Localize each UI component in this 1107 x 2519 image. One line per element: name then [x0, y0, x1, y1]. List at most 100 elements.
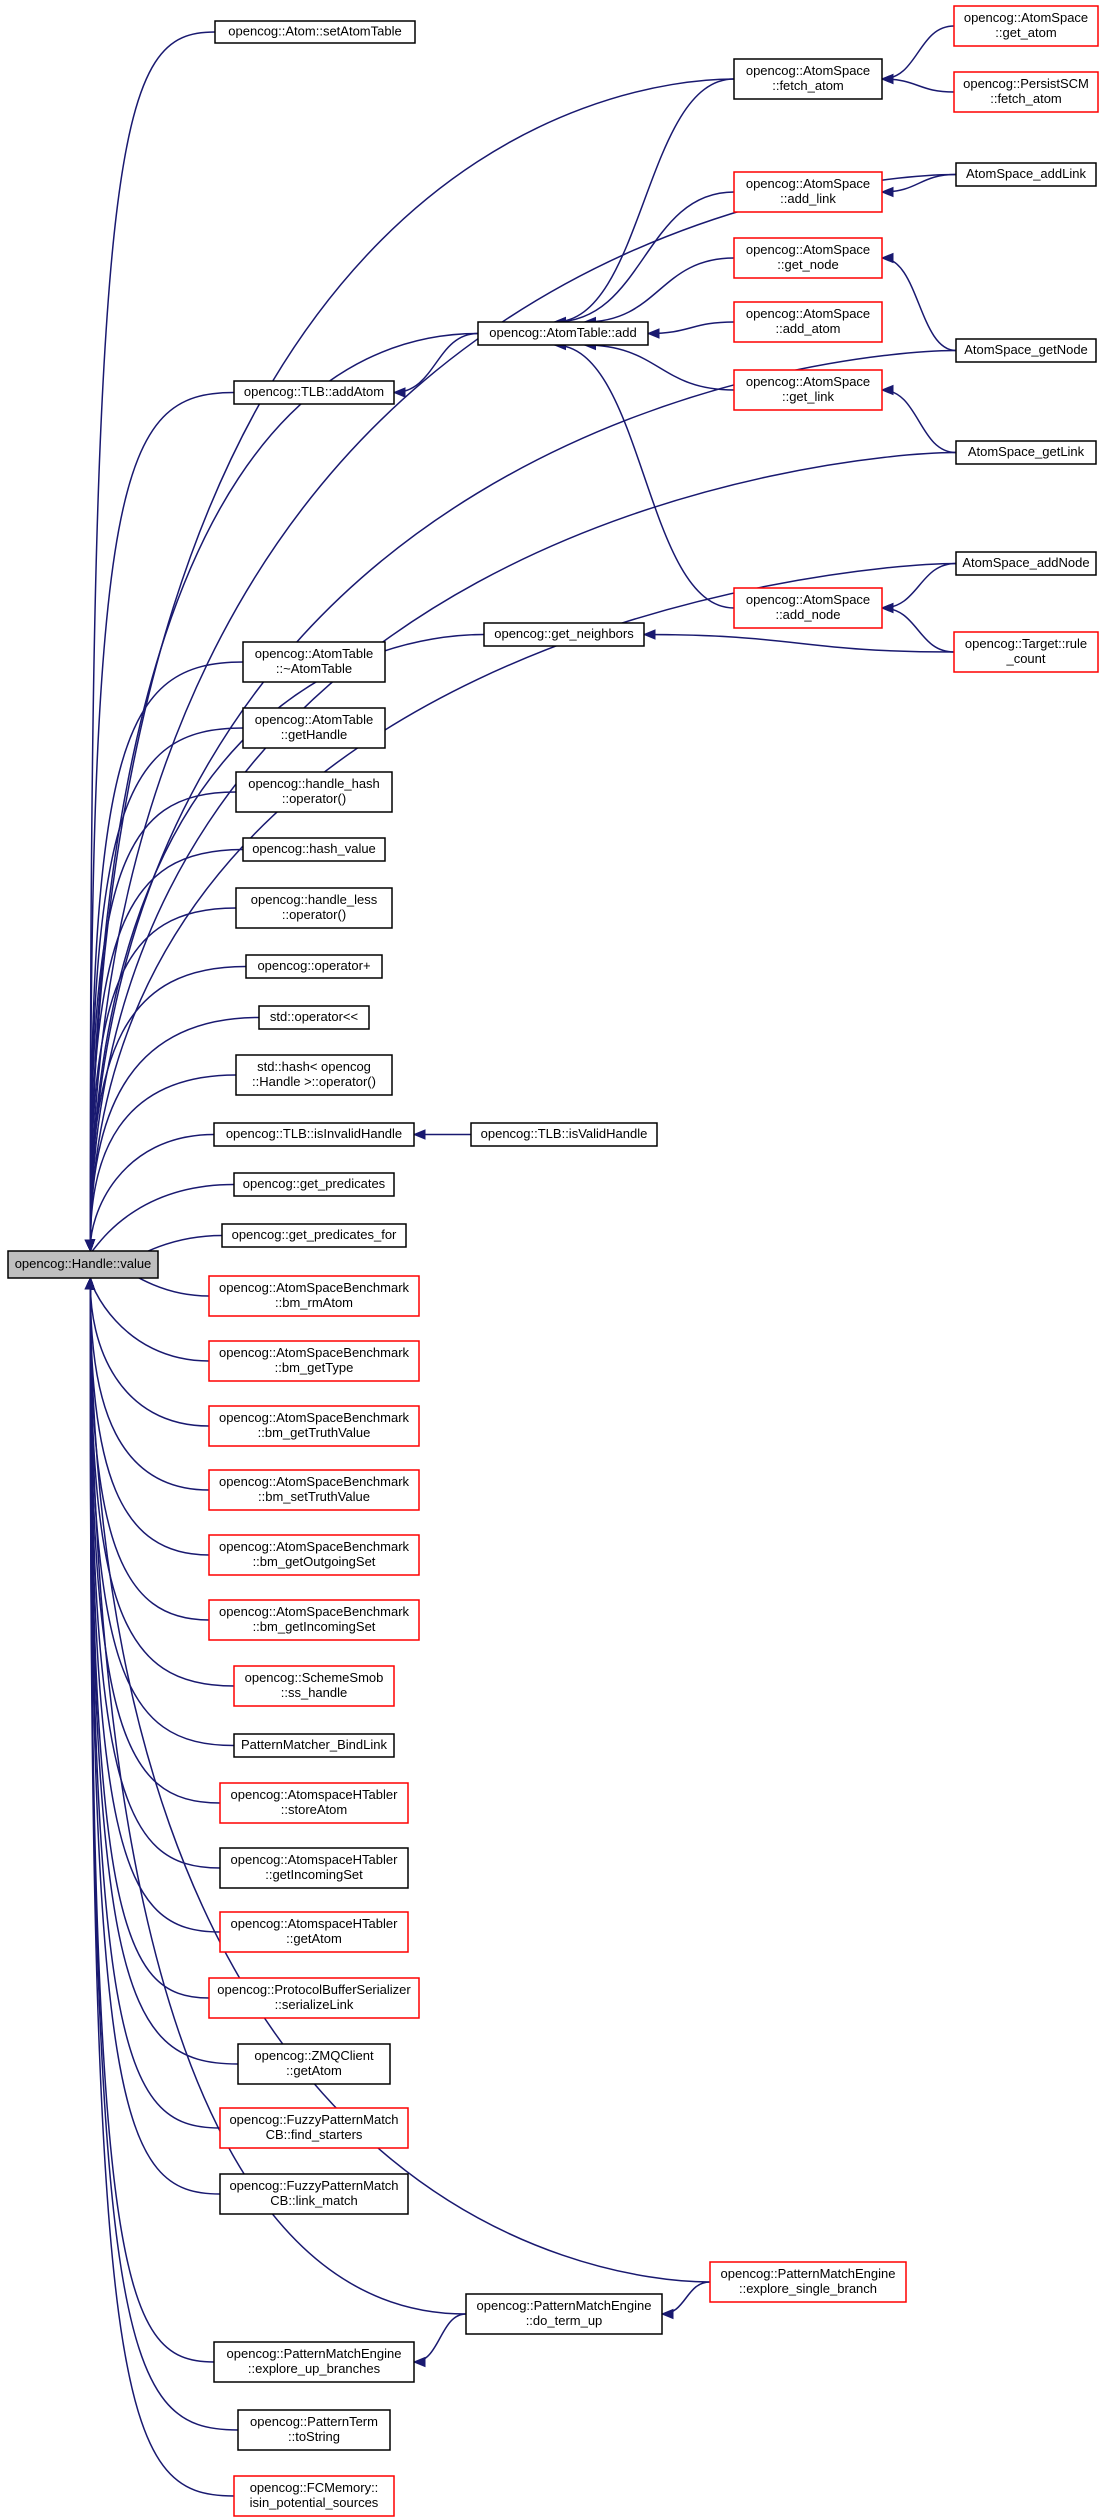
graph-node-ht_store[interactable]: opencog::AtomspaceHTabler::storeAtom [219, 1782, 409, 1824]
call-edge-explore_single-to-do_term_up [660, 2281, 711, 2320]
call-edge-get_node-to-at_add [583, 257, 735, 328]
node-label: ::getIncomingSet [265, 1867, 363, 1882]
graph-node-rule_count[interactable]: opencog::Target::rule_count [953, 631, 1099, 673]
node-label: PatternMatcher_BindLink [241, 1737, 387, 1752]
node-label: ::operator() [282, 791, 346, 806]
node-box [208, 1275, 420, 1317]
graph-node-ht_getIn[interactable]: opencog::AtomspaceHTabler::getIncomingSe… [219, 1847, 409, 1889]
graph-node-as_addNode[interactable]: AtomSpace_addNode [955, 551, 1097, 576]
graph-node-get_node[interactable]: opencog::AtomSpace::get_node [733, 237, 883, 279]
graph-node-explore_single[interactable]: opencog::PatternMatchEngine::explore_sin… [709, 2261, 907, 2303]
node-box [955, 338, 1097, 363]
graph-node-setAtomTable[interactable]: opencog::Atom::setAtomTable [214, 20, 416, 44]
node-label: opencog::PatternMatchEngine [721, 2266, 896, 2281]
graph-node-ht_getAtom[interactable]: opencog::AtomspaceHTabler::getAtom [219, 1911, 409, 1953]
node-box [208, 1405, 420, 1447]
graph-node-bm_rmAtom[interactable]: opencog::AtomSpaceBenchmark::bm_rmAtom [208, 1275, 420, 1317]
graph-node-persist_fetch[interactable]: opencog::PersistSCM::fetch_atom [953, 71, 1099, 113]
node-label: CB::link_match [270, 2193, 357, 2208]
graph-node-dtor[interactable]: opencog::AtomTable::~AtomTable [242, 641, 386, 683]
node-label: opencog::SchemeSmob [245, 1670, 384, 1685]
graph-node-add_node[interactable]: opencog::AtomSpace::add_node [733, 587, 883, 629]
graph-node-add_link[interactable]: opencog::AtomSpace::add_link [733, 171, 883, 213]
graph-node-hash_value[interactable]: opencog::hash_value [242, 837, 386, 862]
node-box [219, 2173, 409, 2215]
graph-node-as_getLink[interactable]: AtomSpace_getLink [955, 440, 1097, 465]
node-box [477, 321, 649, 346]
graph-node-value[interactable]: opencog::Handle::value [7, 1250, 159, 1279]
call-edge-tlb_addAtom-to-value [84, 391, 235, 1253]
node-label: ::getHandle [281, 727, 348, 742]
graph-node-pb_serialize[interactable]: opencog::ProtocolBufferSerializer::seria… [208, 1977, 420, 2019]
node-box [242, 707, 386, 749]
node-box [733, 171, 883, 213]
call-edge-isValid-to-isInvalid [412, 1129, 471, 1140]
node-label: ::bm_getIncomingSet [253, 1619, 376, 1634]
node-label: ::bm_rmAtom [275, 1295, 353, 1310]
call-edge-as_getNode-to-value [84, 349, 957, 1253]
graph-node-bm_getOut[interactable]: opencog::AtomSpaceBenchmark::bm_getOutgo… [208, 1534, 420, 1576]
graph-node-bm_setTV[interactable]: opencog::AtomSpaceBenchmark::bm_setTruth… [208, 1469, 420, 1511]
node-box [465, 2293, 663, 2335]
node-box [208, 1469, 420, 1511]
graph-node-bm_getTV[interactable]: opencog::AtomSpaceBenchmark::bm_getTruth… [208, 1405, 420, 1447]
call-edge-fuzzy_link-to-value [84, 1276, 221, 2195]
graph-node-bm_getIn[interactable]: opencog::AtomSpaceBenchmark::bm_getIncom… [208, 1599, 420, 1641]
graph-node-as_getNode[interactable]: AtomSpace_getNode [955, 338, 1097, 363]
node-label: opencog::Handle::value [15, 1256, 152, 1271]
graph-node-get_preds[interactable]: opencog::get_predicates [233, 1172, 395, 1197]
node-label: ::serializeLink [275, 1997, 354, 2012]
graph-node-bm_getType[interactable]: opencog::AtomSpaceBenchmark::bm_getType [208, 1340, 420, 1382]
node-label: _count [1005, 651, 1045, 666]
node-label: opencog::ZMQClient [254, 2048, 374, 2063]
node-label: ::fetch_atom [990, 91, 1062, 106]
call-edge-bm_getIn-to-value [84, 1276, 210, 1621]
graph-node-isValid[interactable]: opencog::TLB::isValidHandle [470, 1122, 658, 1147]
node-label: ::bm_getTruthValue [258, 1425, 371, 1440]
graph-node-handle_less[interactable]: opencog::handle_less::operator() [235, 887, 393, 929]
node-label: opencog::AtomspaceHTabler [231, 1916, 399, 1931]
graph-node-do_term_up[interactable]: opencog::PatternMatchEngine::do_term_up [465, 2293, 663, 2335]
node-label: ::getAtom [286, 1931, 342, 1946]
graph-node-add_atom[interactable]: opencog::AtomSpace::add_atom [733, 301, 883, 343]
node-box [237, 2043, 391, 2085]
call-edge-as_getLink-to-get_link [880, 384, 957, 454]
node-box [953, 71, 1099, 113]
graph-node-as_addLink[interactable]: AtomSpace_addLink [955, 162, 1097, 187]
graph-node-tlb_addAtom[interactable]: opencog::TLB::addAtom [233, 380, 395, 405]
node-label: ::explore_up_branches [248, 2361, 381, 2376]
node-label: opencog::AtomSpaceBenchmark [219, 1345, 410, 1360]
node-box [237, 2409, 391, 2451]
graph-node-pm_bindlink[interactable]: PatternMatcher_BindLink [233, 1733, 395, 1758]
node-label: opencog::hash_value [252, 841, 376, 856]
graph-node-pt_toString[interactable]: opencog::PatternTerm::toString [237, 2409, 391, 2451]
graph-node-fetch_atom[interactable]: opencog::AtomSpace::fetch_atom [733, 58, 883, 100]
graph-node-op_shl[interactable]: std::operator<< [258, 1005, 370, 1030]
node-label: opencog::handle_hash [248, 776, 380, 791]
node-label: opencog::AtomSpace [746, 176, 870, 191]
graph-node-get_neighbors[interactable]: opencog::get_neighbors [483, 622, 645, 647]
node-label: ::getAtom [286, 2063, 342, 2078]
node-label: opencog::handle_less [251, 892, 378, 907]
graph-node-ss_handle[interactable]: opencog::SchemeSmob::ss_handle [233, 1665, 395, 1707]
graph-node-get_link[interactable]: opencog::AtomSpace::get_link [733, 369, 883, 411]
graph-node-get_preds_for[interactable]: opencog::get_predicates_for [221, 1223, 407, 1248]
node-box [258, 1005, 370, 1030]
node-label: opencog::AtomSpace [746, 592, 870, 607]
graph-node-op_plus[interactable]: opencog::operator+ [245, 954, 383, 979]
graph-node-explore_up[interactable]: opencog::PatternMatchEngine::explore_up_… [213, 2341, 415, 2383]
graph-node-handle_hash[interactable]: opencog::handle_hash::operator() [235, 771, 393, 813]
graph-node-fuzzy_starters[interactable]: opencog::FuzzyPatternMatchCB::find_start… [219, 2107, 409, 2149]
graph-node-isInvalid[interactable]: opencog::TLB::isInvalidHandle [213, 1122, 415, 1147]
graph-node-zmq_getAtom[interactable]: opencog::ZMQClient::getAtom [237, 2043, 391, 2085]
graph-node-at_add[interactable]: opencog::AtomTable::add [477, 321, 649, 346]
node-box [233, 2475, 395, 2517]
node-label: opencog::AtomspaceHTabler [231, 1852, 399, 1867]
node-box [733, 58, 883, 100]
graph-node-getHandle[interactable]: opencog::AtomTable::getHandle [242, 707, 386, 749]
graph-node-get_atom[interactable]: opencog::AtomSpace::get_atom [953, 5, 1099, 47]
node-label: opencog::AtomTable [255, 646, 374, 661]
graph-node-fc_isin[interactable]: opencog::FCMemory::isin_potential_source… [233, 2475, 395, 2517]
graph-node-std_hash[interactable]: std::hash< opencog::Handle >::operator() [235, 1054, 393, 1096]
